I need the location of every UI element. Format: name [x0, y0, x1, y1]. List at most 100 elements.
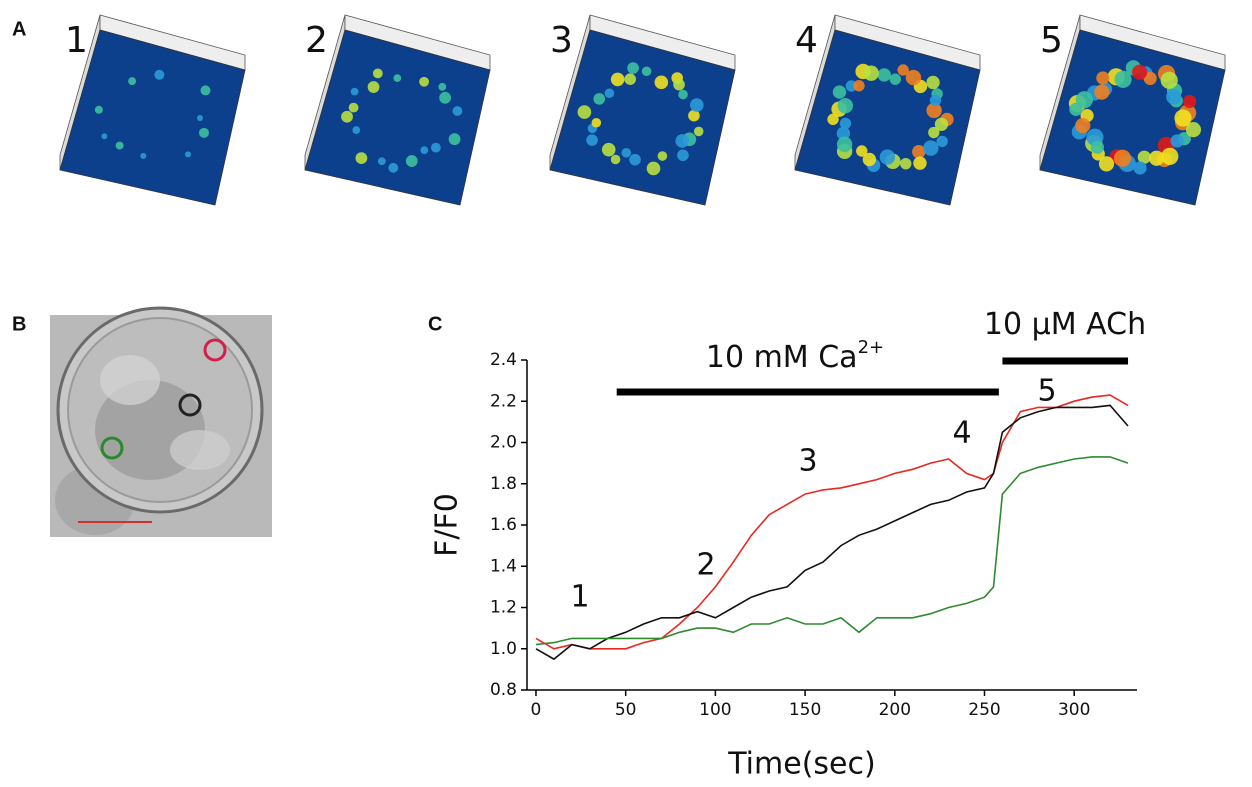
heat-blob: [94, 105, 103, 114]
heat-blob: [350, 87, 359, 96]
heat-blob: [693, 126, 704, 137]
heat-blob: [1170, 134, 1184, 148]
heat-blob: [1114, 70, 1132, 88]
heat-blob: [827, 113, 839, 126]
heat-blob: [377, 157, 386, 166]
interval-superscript: 2+: [858, 337, 885, 358]
heat-blob: [856, 145, 868, 157]
heat-blob: [677, 149, 689, 162]
point-label: 1: [570, 580, 589, 615]
frame-number: 5: [1040, 20, 1063, 61]
heat-blob: [837, 97, 854, 114]
data-line: [535, 404, 1129, 661]
interval-label: 10 mM Ca2+: [706, 337, 884, 375]
heat-blob: [101, 133, 108, 140]
heat-blob: [197, 115, 203, 121]
y-tick-label: 0.8: [490, 680, 517, 700]
interval-text: 10 mM Ca: [706, 340, 858, 375]
heat-blob: [140, 152, 147, 159]
heat-blob: [673, 78, 685, 91]
point-label: 3: [798, 444, 817, 479]
heat-blob: [1161, 147, 1179, 165]
heat-blob: [1160, 71, 1178, 89]
heat-blob: [897, 64, 909, 76]
heat-blob: [610, 154, 621, 165]
heat-blob: [604, 88, 615, 99]
heat-blob: [621, 147, 632, 158]
intensity-surface: [794, 29, 981, 206]
heat-blob: [430, 142, 441, 153]
heat-blob: [1174, 109, 1192, 127]
heat-blob: [591, 117, 602, 128]
heat-blob: [352, 126, 361, 134]
x-tick-label: 250: [968, 700, 1000, 720]
x-tick-label: 200: [879, 700, 911, 720]
frame-number: 4: [795, 20, 818, 61]
heat-blob: [355, 152, 368, 165]
heat-blob: [1094, 84, 1110, 100]
y-axis-title: F/F0: [430, 493, 465, 557]
y-tick-label: 1.8: [490, 474, 517, 494]
y-tick-label: 1.2: [490, 598, 517, 618]
heat-blob: [929, 94, 942, 107]
interval-text: 10 μM ACh: [984, 307, 1146, 342]
heat-blob: [372, 68, 383, 79]
frame-number: 3: [550, 20, 573, 61]
heat-blob: [586, 134, 598, 146]
point-label: 4: [952, 416, 971, 451]
y-tick-label: 2.4: [490, 350, 517, 370]
heat-blob: [853, 80, 865, 92]
heat-blob: [200, 85, 211, 96]
heat-blob: [348, 102, 359, 113]
heat-blob: [690, 98, 704, 112]
cell-image: [50, 306, 272, 537]
heat-blob: [184, 151, 191, 158]
x-tick-label: 0: [531, 700, 542, 720]
heat-blob: [1075, 91, 1093, 109]
y-tick-label: 1.4: [490, 556, 517, 576]
heat-blob: [877, 68, 891, 82]
point-label: 2: [696, 548, 715, 583]
data-line: [535, 394, 1129, 650]
panel-label: B: [12, 313, 26, 335]
frame-number: 2: [305, 20, 328, 61]
heat-blob: [128, 77, 137, 86]
y-tick-label: 2.2: [490, 391, 517, 411]
heat-blob: [913, 156, 927, 170]
heat-blob: [1090, 140, 1105, 154]
heat-blob: [1185, 121, 1202, 138]
heat-blob: [926, 75, 940, 90]
heat-blob: [936, 135, 948, 148]
heat-blob: [675, 134, 690, 148]
heat-blob: [610, 72, 625, 87]
x-tick-label: 150: [789, 700, 821, 720]
heat-blob: [388, 162, 399, 173]
heat-blob: [1148, 150, 1165, 166]
heat-blob: [448, 133, 461, 146]
heat-blob: [438, 82, 447, 91]
heat-blob: [393, 74, 402, 83]
heat-blob: [627, 62, 639, 74]
heat-blob: [601, 142, 616, 157]
intensity-surface: [59, 29, 246, 206]
heat-blob: [836, 136, 853, 153]
panel-label: A: [12, 18, 26, 40]
heat-blob: [641, 66, 652, 77]
heat-blob: [646, 161, 661, 176]
data-line: [535, 456, 1129, 646]
heat-blob: [863, 65, 879, 81]
heat-blob: [1183, 94, 1197, 109]
heat-blob: [419, 76, 430, 87]
heat-blob: [657, 151, 668, 161]
point-label: 5: [1037, 374, 1056, 409]
intensity-surface: [304, 29, 491, 206]
x-tick-label: 50: [615, 700, 637, 720]
heat-blob: [1069, 102, 1083, 116]
heat-blob: [678, 89, 688, 100]
heat-blob: [879, 149, 896, 165]
heat-blob: [154, 69, 165, 80]
heat-blob: [577, 105, 592, 119]
interval-label: 10 μM ACh: [984, 307, 1146, 342]
panel-label: C: [428, 313, 442, 335]
